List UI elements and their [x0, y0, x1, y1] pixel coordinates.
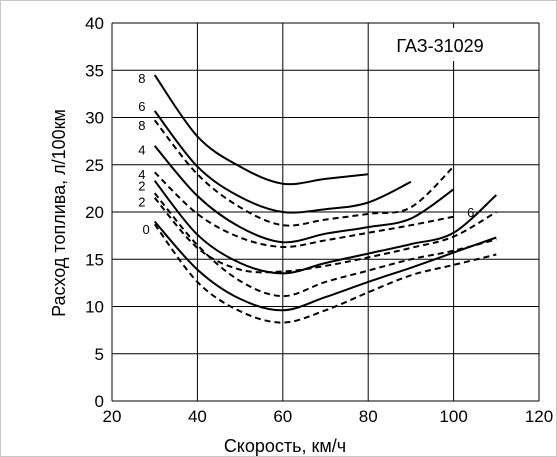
series-line-solid-6-1: [153, 110, 412, 214]
x-tick-label: 40: [188, 407, 207, 426]
series-line-dashed-8-2: [153, 119, 455, 227]
title-box: [374, 28, 507, 61]
y-tick-label: 40: [85, 14, 104, 33]
x-tick-label: 100: [439, 407, 467, 426]
curve-label-5: 2: [138, 179, 145, 194]
series-line-solid-0-7: [153, 220, 497, 312]
curve-label-6: 2: [138, 195, 145, 210]
curve-label-2: 8: [138, 118, 145, 133]
curve-label-1: 6: [138, 99, 145, 114]
x-tick-label: 60: [273, 407, 292, 426]
curve-label-8: 6: [467, 205, 474, 220]
series-line-solid-2-5: [153, 180, 497, 275]
series-line-dashed-6-9: [153, 192, 497, 298]
y-tick-label: 0: [95, 392, 104, 411]
y-tick-label: 20: [85, 203, 104, 222]
x-axis-title: Скорость, км/ч: [224, 436, 346, 456]
x-tick-label: 80: [359, 407, 378, 426]
series-line-solid-8-0: [153, 74, 369, 186]
x-tick-label: 120: [525, 407, 553, 426]
y-tick-label: 30: [85, 109, 104, 128]
y-tick-label: 10: [85, 298, 104, 317]
y-tick-label: 5: [95, 345, 104, 364]
series-line-dashed-4-4: [154, 171, 454, 249]
curve-label-7: 0: [143, 222, 150, 237]
y-axis-title: Расход топлива, л/100км: [49, 109, 69, 317]
y-tick-label: 15: [85, 250, 104, 269]
series-line-dashed-2-6: [153, 197, 497, 274]
series-line-solid-4-3: [153, 145, 455, 244]
grid-lines: [111, 22, 540, 402]
y-tick-label: 35: [85, 61, 104, 80]
series-line-dashed-0-8: [153, 223, 497, 324]
curve-label-3: 4: [138, 143, 145, 158]
x-tick-label: 20: [103, 407, 122, 426]
curve-label-4: 4: [138, 167, 145, 182]
y-tick-label: 25: [85, 156, 104, 175]
series-layer: [153, 74, 497, 324]
curve-label-0: 8: [138, 71, 145, 86]
chart-title: ГАЗ-31029: [396, 36, 483, 56]
